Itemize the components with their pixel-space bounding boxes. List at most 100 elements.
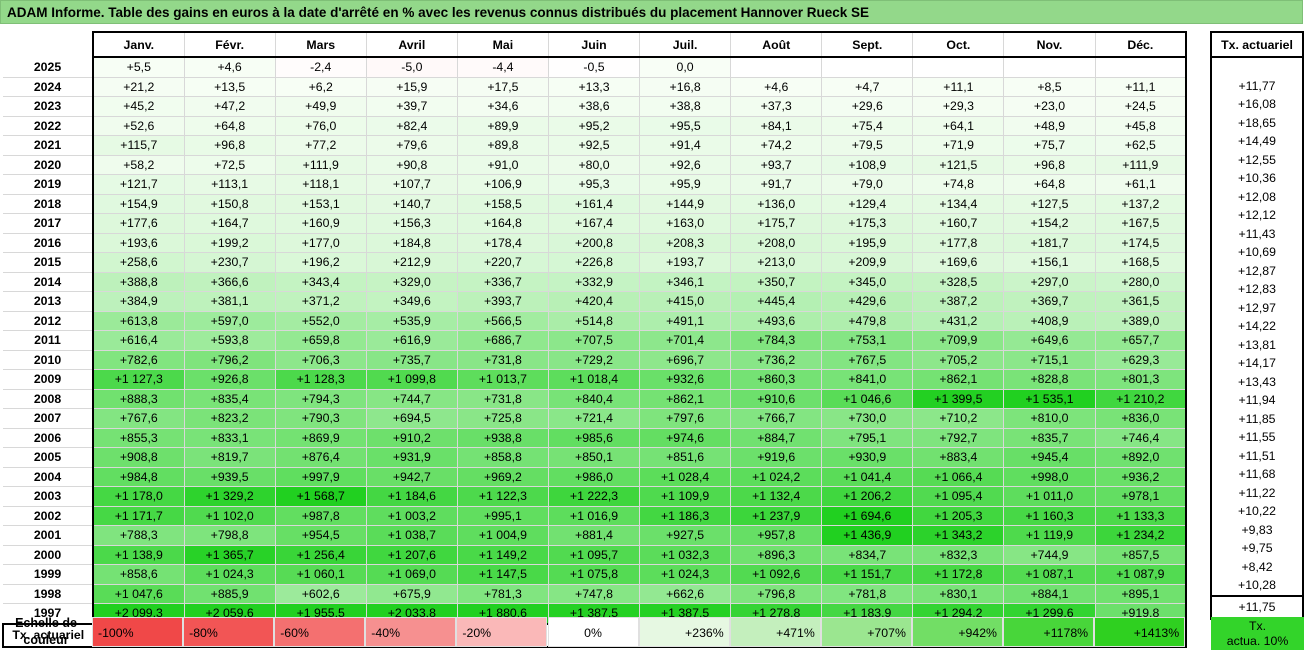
year-label: 1997 xyxy=(3,603,93,624)
gain-cell: +834,7 xyxy=(821,544,914,565)
gain-cell: +936,2 xyxy=(1094,466,1188,487)
gain-cell: +830,1 xyxy=(912,583,1005,604)
gain-cell: +6,2 xyxy=(274,76,367,97)
gain-cell: +79,5 xyxy=(821,135,914,156)
gain-cell: +346,1 xyxy=(639,271,732,292)
gain-cell: +89,9 xyxy=(456,115,549,136)
table-row: 2012 +613,8 +597,0 +552,0 +535,9 +566,5 +514,8… xyxy=(3,310,1188,331)
color-scale-label-line1: Echelle de xyxy=(15,616,77,630)
gain-cell: +744,7 xyxy=(365,388,458,409)
gain-cell: +15,9 xyxy=(365,76,458,97)
gain-cell: +213,0 xyxy=(730,252,823,273)
gain-cell: +118,1 xyxy=(274,174,367,195)
rate-row: +10,36 xyxy=(1210,169,1304,188)
gain-cell: +47,2 xyxy=(183,96,276,117)
table-row: 2024 +21,2 +13,5 +6,2 +15,9 +17,5 +13,3 +16,8 +4… xyxy=(3,76,1188,97)
gain-cell: +493,6 xyxy=(730,310,823,331)
gain-cell: +415,0 xyxy=(639,291,732,312)
gain-cell: +37,3 xyxy=(730,96,823,117)
gain-cell: +675,9 xyxy=(365,583,458,604)
color-scale-swatch: +471% xyxy=(729,617,821,647)
gain-cell: +195,9 xyxy=(821,232,914,253)
gain-cell: +938,8 xyxy=(456,427,549,448)
gain-cell: +790,3 xyxy=(274,408,367,429)
year-label: 2010 xyxy=(3,350,93,370)
table-row: 2005 +908,8 +819,7 +876,4 +931,9 +858,8 +850,1… xyxy=(3,447,1188,468)
gain-cell: +885,9 xyxy=(183,583,276,604)
gain-cell: +931,9 xyxy=(365,447,458,468)
rate-cell: +14,22 xyxy=(1210,317,1304,336)
rate-row: +11,68 xyxy=(1210,465,1304,484)
gain-cell: +92,6 xyxy=(639,154,732,175)
gain-cell: +167,4 xyxy=(547,213,641,234)
gain-cell: +746,4 xyxy=(1094,427,1188,448)
gain-cell: +258,6 xyxy=(91,252,185,273)
gain-cell: +694,5 xyxy=(365,408,458,429)
color-scale-swatch: -60% xyxy=(274,617,366,647)
rate-row: +11,85 xyxy=(1210,409,1304,428)
rate-table: Tx. actuariel +11,77 +16,08 +18,65 +14,49 +1… xyxy=(1210,31,1304,620)
gain-cell: +862,1 xyxy=(639,388,732,409)
gain-cell: +1 092,6 xyxy=(730,564,823,585)
table-row: 1999 +858,6 +1 024,3 +1 060,1 +1 069,0 +1 147… xyxy=(3,564,1188,585)
gain-cell xyxy=(912,56,1005,78)
gain-cell: +209,9 xyxy=(821,252,914,273)
year-label: 1999 xyxy=(3,564,93,585)
year-label: 2025 xyxy=(3,57,93,78)
gain-cell: +1 206,2 xyxy=(821,486,914,507)
year-label: 2013 xyxy=(3,291,93,312)
gain-cell: +1 041,4 xyxy=(821,466,914,487)
gain-cell: +888,3 xyxy=(91,388,185,409)
gain-cell: +997,9 xyxy=(274,466,367,487)
gain-cell: +90,8 xyxy=(365,154,458,175)
gain-cell: +932,6 xyxy=(639,369,732,390)
gain-cell: +156,3 xyxy=(365,213,458,234)
table-row: 2010 +782,6 +796,2 +706,3 +735,7 +731,8 +729,2… xyxy=(3,349,1188,370)
gain-cell: +445,4 xyxy=(730,291,823,312)
gain-cell: +1 205,3 xyxy=(912,505,1005,526)
gain-cell: +113,1 xyxy=(183,174,276,195)
gain-cell: -4,4 xyxy=(456,56,549,78)
gain-cell: +985,6 xyxy=(547,427,641,448)
gain-cell: +986,0 xyxy=(547,466,641,487)
gain-cell: +381,1 xyxy=(183,291,276,312)
rate-cell: +14,17 xyxy=(1210,354,1304,373)
gain-cell: +1 399,5 xyxy=(912,388,1005,409)
year-label: 2014 xyxy=(3,272,93,292)
month-header: Nov. xyxy=(1003,31,1096,58)
gain-cell: +79,6 xyxy=(365,135,458,156)
year-label: 2005 xyxy=(3,447,93,468)
color-scale-swatch: +1178% xyxy=(1003,617,1095,647)
gain-cell: +429,6 xyxy=(821,291,914,312)
gain-cell: +629,3 xyxy=(1094,349,1188,370)
gain-cell: +1 075,8 xyxy=(547,564,641,585)
gain-cell: +45,2 xyxy=(91,96,185,117)
gain-cell: +1 038,7 xyxy=(365,525,458,546)
color-scale-swatch: 0% xyxy=(547,617,639,647)
gain-cell: +1 151,7 xyxy=(821,564,914,585)
gain-cell: +855,3 xyxy=(91,427,185,448)
gain-cell: +16,8 xyxy=(639,76,732,97)
rate-cell: +11,77 xyxy=(1210,76,1304,95)
rate-cell: +9,83 xyxy=(1210,520,1304,539)
gain-cell: +84,1 xyxy=(730,115,823,136)
gain-cell: +38,6 xyxy=(547,96,641,117)
gain-cell: +1 329,2 xyxy=(183,486,276,507)
gain-cell: +781,8 xyxy=(821,583,914,604)
gain-cell: +795,1 xyxy=(821,427,914,448)
gain-cell: +177,8 xyxy=(912,232,1005,253)
table-row: 2009 +1 127,3 +926,8 +1 128,3 +1 099,8 +1 013… xyxy=(3,369,1188,390)
gain-cell: +361,5 xyxy=(1094,291,1188,312)
gain-cell: +96,8 xyxy=(183,135,276,156)
gain-cell: +810,0 xyxy=(1003,408,1096,429)
gain-cell: +657,7 xyxy=(1094,330,1188,351)
gain-cell: +64,8 xyxy=(183,115,276,136)
gain-cell: +4,6 xyxy=(730,76,823,97)
gain-cell: +134,4 xyxy=(912,193,1005,214)
gain-cell: +164,8 xyxy=(456,213,549,234)
table-row: 1998 +1 047,6 +885,9 +602,6 +675,9 +781,3 +747… xyxy=(3,583,1188,604)
gain-cell: +835,7 xyxy=(1003,427,1096,448)
summary-rate-cell: +11,75 xyxy=(1210,594,1304,620)
gain-cell: +1 004,9 xyxy=(456,525,549,546)
table-row: 2017 +177,6 +164,7 +160,9 +156,3 +164,8 +167,4… xyxy=(3,213,1188,234)
